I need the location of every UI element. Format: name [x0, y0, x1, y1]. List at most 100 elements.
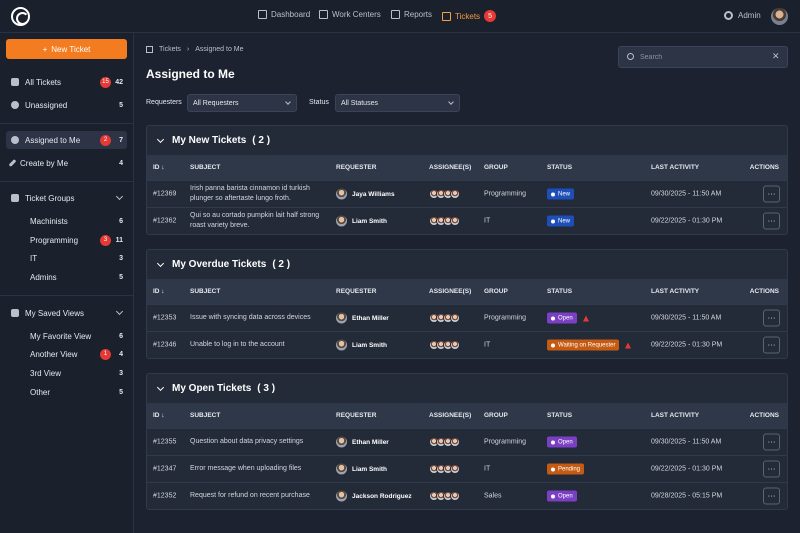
sidebar-badge: 15	[100, 76, 111, 88]
admin-menu[interactable]: Admin	[724, 11, 761, 20]
row-actions-button[interactable]: ···	[763, 185, 780, 203]
sidebar-item-create-by-me[interactable]: Create by Me 4	[6, 154, 127, 172]
nav-work-centers[interactable]: Work Centers	[319, 10, 381, 19]
section-header[interactable]: My Open Tickets ( 3 )	[147, 374, 787, 403]
nav-dashboard[interactable]: Dashboard	[258, 10, 310, 19]
sidebar-item-label: All Tickets	[25, 77, 62, 87]
requester-name: Liam Smith	[352, 465, 388, 473]
avatar	[336, 490, 347, 502]
table-row[interactable]: #12346 Unable to log in to the account L…	[147, 331, 787, 358]
row-actions-button[interactable]: ···	[763, 309, 780, 327]
sidebar-ticket-groups-header[interactable]: Ticket Groups	[6, 189, 127, 207]
sidebar-badge: 2	[100, 134, 111, 146]
section-header[interactable]: My New Tickets ( 2 )	[147, 126, 787, 155]
ticket-subject[interactable]: Irish panna barista cinnamon id turkish …	[190, 185, 310, 202]
sidebar-count: 3	[119, 369, 123, 377]
sidebar-group-admins[interactable]: Admins 5	[6, 268, 127, 286]
ticket-section: My Overdue Tickets ( 2 ) ID ↓ SUBJECT RE…	[146, 249, 788, 359]
row-actions-button[interactable]: ···	[763, 212, 780, 230]
ticket-id[interactable]: #12362	[153, 217, 177, 225]
status-badge: Pending	[547, 463, 585, 475]
ticket-subject[interactable]: Unable to log in to the account	[190, 341, 285, 348]
section-header[interactable]: My Overdue Tickets ( 2 )	[147, 250, 787, 279]
requester-name: Ethan Miller	[352, 438, 389, 446]
sidebar-view-another[interactable]: Another View 1 4	[6, 345, 127, 363]
user-avatar[interactable]	[771, 8, 788, 25]
nav-tickets-label: Tickets	[455, 11, 481, 21]
sidebar: + New Ticket All Tickets 15 42 Unassigne…	[0, 33, 134, 533]
breadcrumb-root[interactable]: Tickets	[159, 46, 181, 53]
user-icon	[11, 136, 19, 144]
sidebar-item-label: Programming	[30, 235, 79, 245]
sidebar-view-my-favorite[interactable]: My Favorite View 6	[6, 327, 127, 345]
requesters-select[interactable]: All Requesters	[187, 94, 297, 112]
ticket-subject[interactable]: Question about data privacy settings	[190, 438, 304, 445]
sidebar-count: 3	[119, 254, 123, 262]
unassigned-icon	[11, 101, 19, 109]
avatar	[336, 312, 347, 324]
new-ticket-button[interactable]: + New Ticket	[6, 39, 127, 59]
row-actions-button[interactable]: ···	[763, 433, 780, 451]
row-actions-button[interactable]: ···	[763, 460, 780, 478]
table-row[interactable]: #12362 Qui so au cortado pumpkin lait ha…	[147, 207, 787, 234]
table-row[interactable]: #12369 Irish panna barista cinnamon id t…	[147, 180, 787, 207]
table-row[interactable]: #12355 Question about data privacy setti…	[147, 428, 787, 455]
ticket-id[interactable]: #12369	[153, 190, 177, 198]
sidebar-group-it[interactable]: IT 3	[6, 249, 127, 267]
ticket-section: My New Tickets ( 2 ) ID ↓ SUBJECT REQUES…	[146, 125, 788, 235]
app-logo-icon[interactable]	[11, 7, 30, 26]
sidebar-item-label: Create by Me	[20, 158, 69, 168]
table-row[interactable]: #12352 Request for refund on recent purc…	[147, 482, 787, 509]
requester-name: Liam Smith	[352, 341, 388, 349]
alert-icon	[625, 342, 632, 349]
status-cell: New	[547, 188, 575, 200]
column-header-id[interactable]: ID ↓	[153, 288, 165, 295]
top-bar: Dashboard Work Centers Reports Tickets 5…	[0, 0, 800, 33]
ticket-id[interactable]: #12355	[153, 438, 177, 446]
sidebar-divider	[0, 181, 134, 182]
status-select[interactable]: All Statuses	[335, 94, 460, 112]
status-badge: New	[547, 188, 575, 200]
table-row[interactable]: #12347 Error message when uploading file…	[147, 455, 787, 482]
column-header-requester: REQUESTER	[336, 412, 377, 419]
saved-views-label: My Saved Views	[25, 308, 84, 318]
ticket-id[interactable]: #12352	[153, 492, 177, 500]
row-actions-button[interactable]: ···	[763, 336, 780, 354]
sidebar-group-machinists[interactable]: Machinists 6	[6, 212, 127, 230]
sidebar-view-other[interactable]: Other 5	[6, 383, 127, 401]
status-label: Pending	[558, 466, 581, 472]
nav-reports[interactable]: Reports	[391, 10, 432, 19]
close-icon[interactable]: ✕	[772, 51, 780, 61]
column-header-actions: ACTIONS	[749, 164, 779, 171]
requester-name: Jackson Rodriguez	[352, 492, 412, 500]
assignees-avatars	[429, 491, 460, 501]
status-label: Open	[558, 439, 573, 445]
sidebar-view-3rd[interactable]: 3rd View 3	[6, 364, 127, 382]
ticket-id[interactable]: #12346	[153, 341, 177, 349]
ticket-id[interactable]: #12353	[153, 314, 177, 322]
ticket-id[interactable]: #12347	[153, 465, 177, 473]
sidebar-item-all-tickets[interactable]: All Tickets 15 42	[6, 73, 127, 91]
assignees-avatars	[429, 340, 460, 350]
sidebar-item-assigned-to-me[interactable]: Assigned to Me 2 7	[6, 131, 127, 149]
nav-tickets[interactable]: Tickets 5	[442, 10, 497, 22]
ticket-groups-label: Ticket Groups	[25, 193, 75, 203]
ticket-subject[interactable]: Qui so au cortado pumpkin lait half stro…	[190, 212, 320, 229]
ticket-subject[interactable]: Request for refund on recent purchase	[190, 492, 310, 499]
column-header-id[interactable]: ID ↓	[153, 164, 165, 171]
ticket-subject[interactable]: Error message when uploading files	[190, 465, 302, 472]
status-dot-icon	[551, 440, 555, 444]
sidebar-saved-views-header[interactable]: My Saved Views	[6, 304, 127, 322]
table-row[interactable]: #12353 Issue with syncing data across de…	[147, 304, 787, 331]
row-actions-button[interactable]: ···	[763, 487, 780, 505]
sidebar-group-programming[interactable]: Programming 3 11	[6, 231, 127, 249]
ticket-subject[interactable]: Issue with syncing data across devices	[190, 314, 311, 321]
section-count: ( 2 )	[272, 259, 291, 270]
avatar	[450, 464, 460, 474]
column-header-id[interactable]: ID ↓	[153, 412, 165, 419]
column-header-assignees: ASSIGNEE(S)	[429, 288, 472, 295]
requesters-filter-label: Requesters	[146, 99, 182, 106]
assignees-avatars	[429, 216, 460, 226]
sidebar-item-unassigned[interactable]: Unassigned 5	[6, 96, 127, 114]
search-input[interactable]	[618, 46, 788, 68]
